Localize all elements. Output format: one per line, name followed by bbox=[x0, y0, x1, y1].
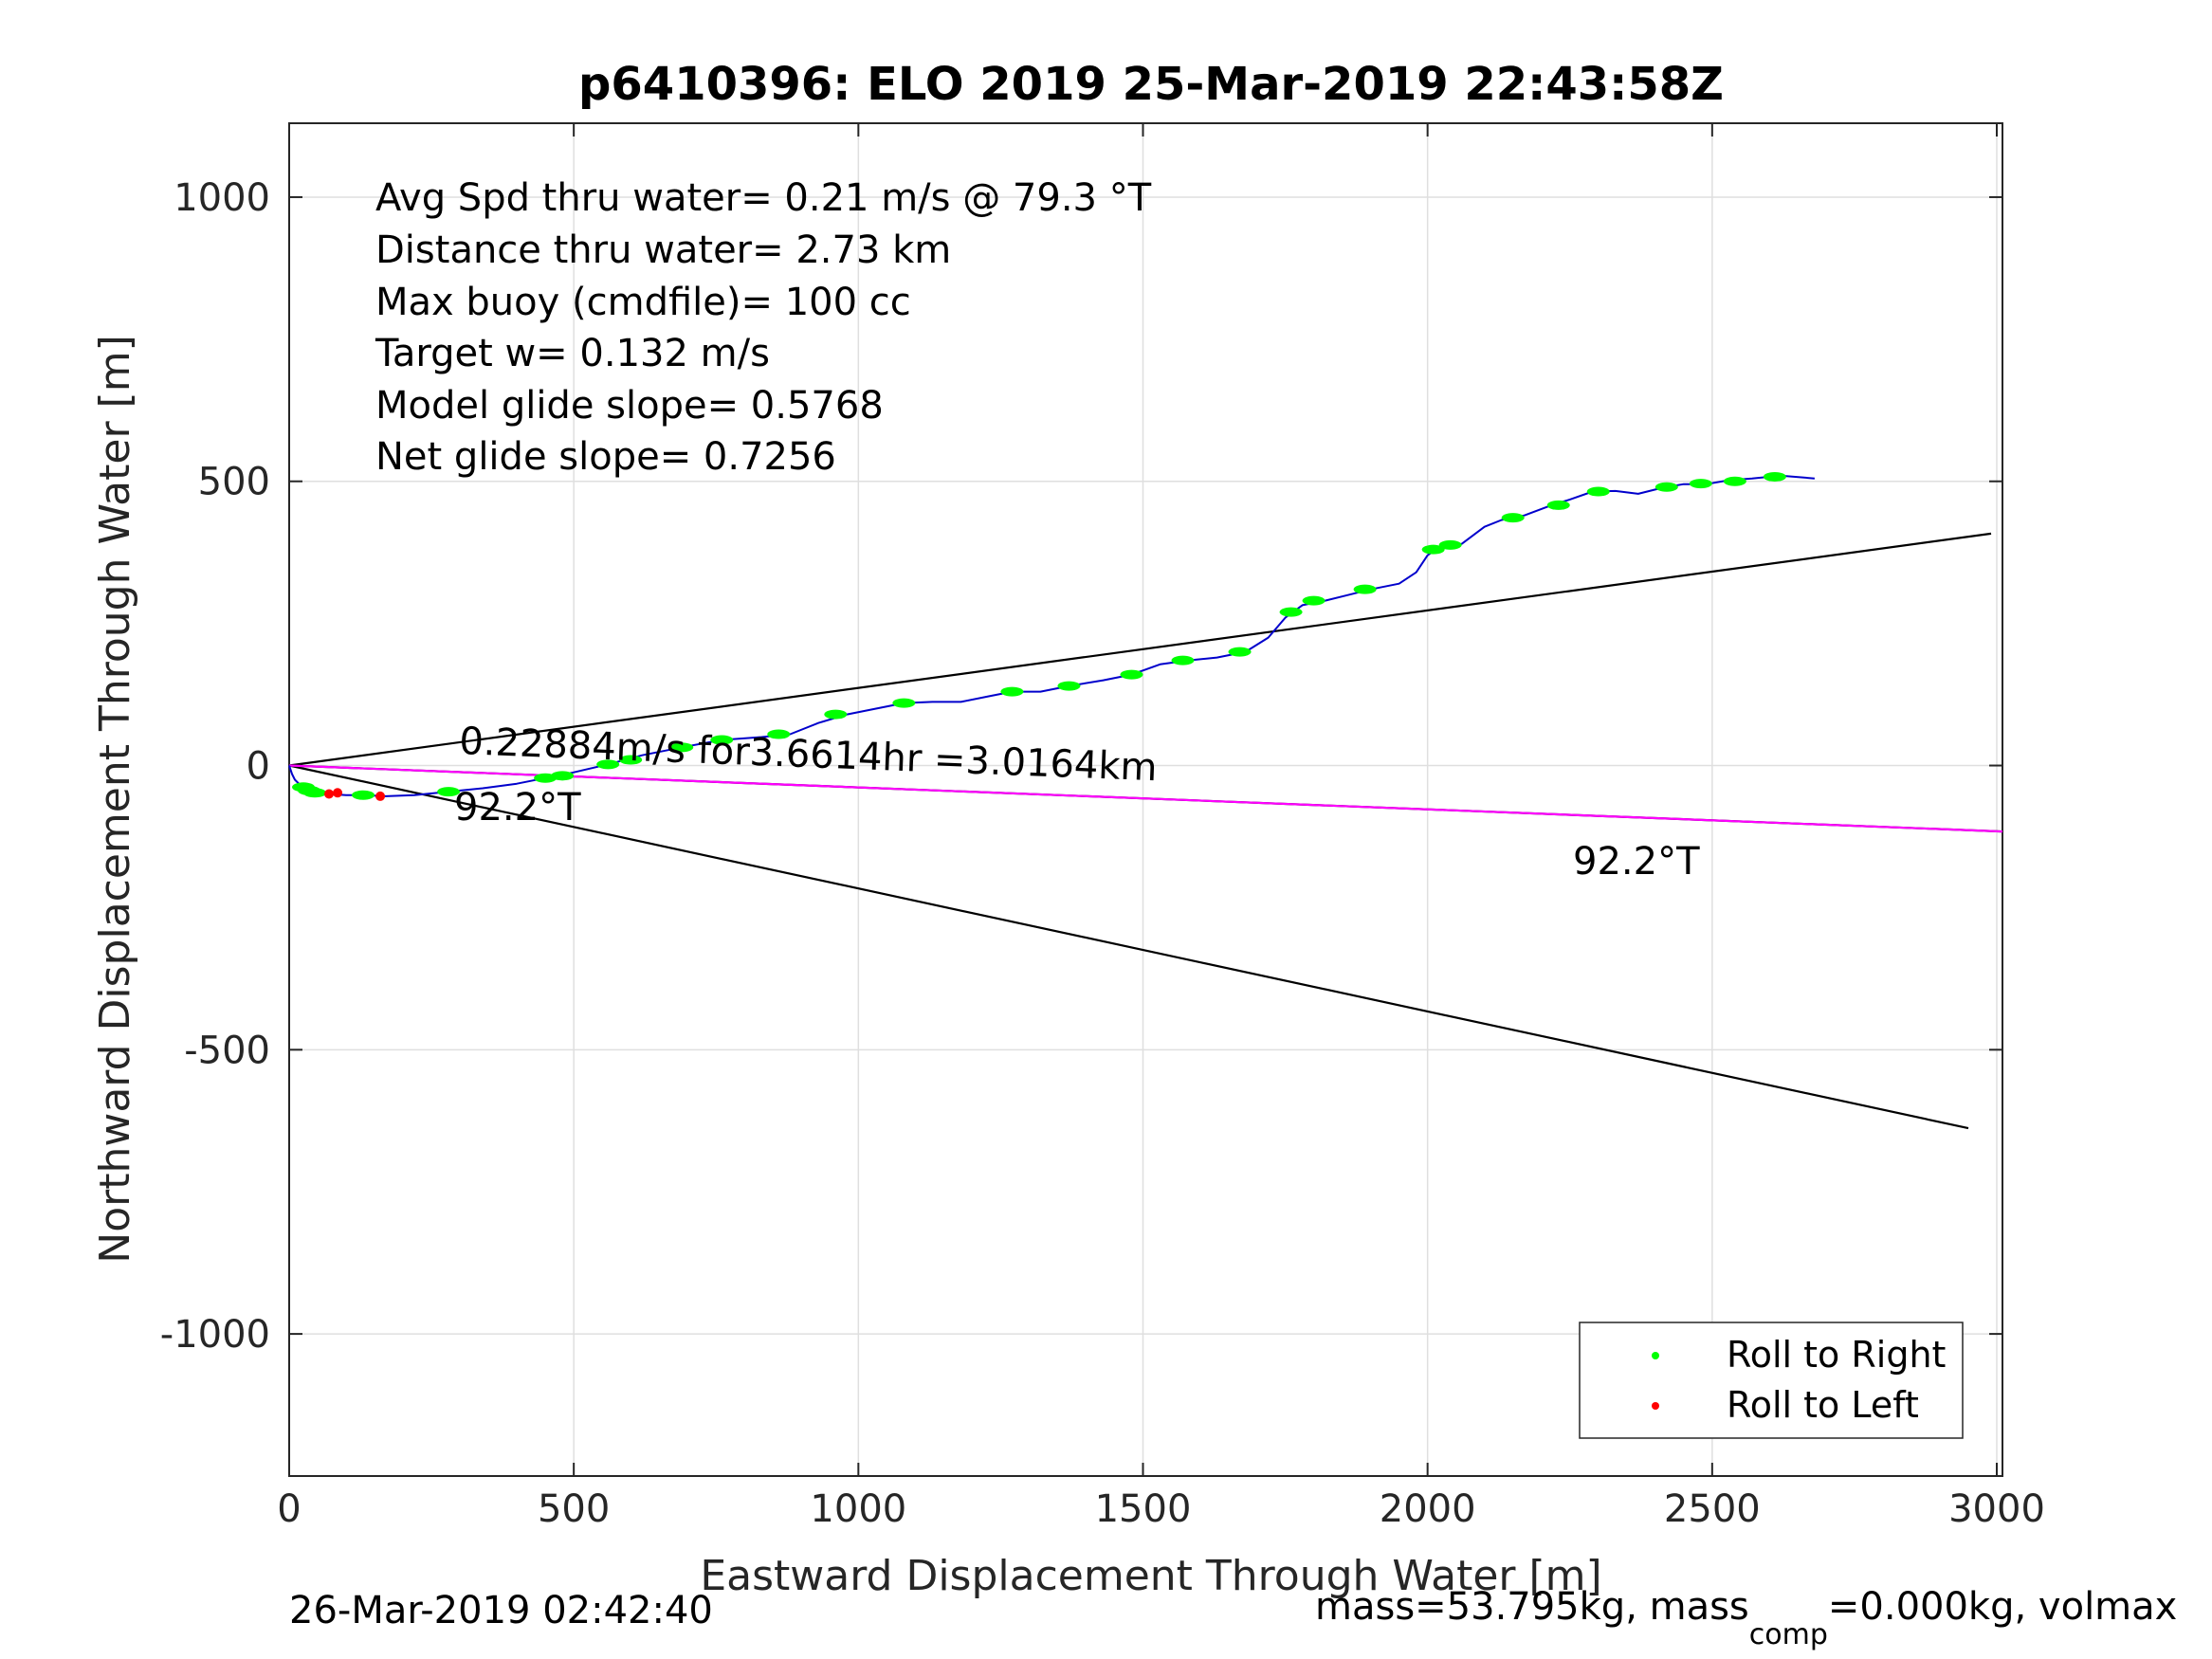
reference-lines bbox=[288, 532, 2003, 1130]
roll-right-point bbox=[1228, 647, 1252, 657]
roll-right-point bbox=[1501, 513, 1525, 523]
roll-left-point bbox=[333, 788, 343, 798]
roll-right-point bbox=[596, 759, 620, 770]
footer-mass-pre: mass=53.795kg, mass bbox=[1315, 1585, 1749, 1629]
roll-right-point bbox=[1120, 669, 1143, 680]
x-tick-label: 2500 bbox=[1664, 1487, 1761, 1531]
axis-ticks: 0 500 1000 1500 2000 2500 3000 -1000 -500 0 500 100… bbox=[160, 123, 2045, 1531]
x-tick-label: 1000 bbox=[810, 1487, 906, 1531]
x-tick-label: 500 bbox=[538, 1487, 610, 1531]
y-tick-label: 500 bbox=[198, 461, 270, 504]
points-layer bbox=[292, 471, 1786, 801]
chart-title: p6410396: ELO 2019 25-Mar-2019 22:43:58Z bbox=[578, 58, 1724, 111]
heading-annotation-far: 92.2°T bbox=[1573, 840, 1700, 884]
roll-right-point bbox=[767, 729, 791, 739]
roll-right-point bbox=[1421, 544, 1445, 555]
roll-right-point bbox=[303, 788, 327, 798]
stat-distance: Distance thru water= 2.73 km bbox=[375, 228, 951, 272]
footer-mass: mass=53.795kg, masscomp=0.000kg, volmax bbox=[1315, 1585, 2177, 1651]
x-tick-label: 3000 bbox=[1948, 1487, 2045, 1531]
roll-right-point bbox=[619, 755, 643, 765]
legend-marker-roll-left bbox=[1652, 1402, 1659, 1410]
roll-right-point bbox=[1000, 686, 1024, 697]
roll-right-point bbox=[1763, 471, 1786, 482]
roll-right-point bbox=[1689, 479, 1712, 489]
roll-right-point bbox=[352, 790, 375, 800]
roll-right-point bbox=[1171, 655, 1195, 665]
roll-right-point bbox=[437, 787, 461, 797]
roll-right-point bbox=[1279, 607, 1303, 617]
y-tick-label: -1000 bbox=[160, 1313, 270, 1357]
roll-right-point bbox=[1654, 482, 1678, 492]
stat-max-buoy: Max buoy (cmdfile)= 100 cc bbox=[375, 281, 911, 324]
roll-right-point bbox=[1353, 584, 1377, 594]
legend: Roll to Right Roll to Left bbox=[1579, 1322, 1964, 1439]
heading-line-overlay bbox=[288, 764, 2003, 833]
footer-date: 26-Mar-2019 02:42:40 bbox=[289, 1589, 713, 1632]
footer-mass-sub: comp bbox=[1749, 1618, 1828, 1651]
roll-right-point bbox=[670, 742, 694, 753]
roll-left-point bbox=[375, 791, 386, 801]
legend-marker-roll-right bbox=[1652, 1352, 1659, 1359]
roll-right-point bbox=[1546, 500, 1570, 510]
stat-model-glide: Model glide slope= 0.5768 bbox=[375, 384, 884, 428]
roll-right-point bbox=[534, 773, 558, 783]
stat-target-w: Target w= 0.132 m/s bbox=[375, 332, 770, 375]
stats-block: Avg Spd thru water= 0.21 m/s @ 79.3 °T D… bbox=[375, 176, 1152, 479]
roll-right-point bbox=[1438, 539, 1462, 550]
upper-bound bbox=[288, 532, 1992, 767]
y-tick-label: 1000 bbox=[174, 176, 270, 220]
roll-right-point bbox=[1586, 486, 1610, 497]
plot-area bbox=[288, 122, 2003, 1477]
roll-left-point bbox=[324, 789, 335, 799]
lower-bound bbox=[288, 764, 1969, 1130]
footer-mass-post: =0.000kg, volmax bbox=[1828, 1585, 2177, 1629]
roll-right-point bbox=[824, 709, 848, 720]
grid bbox=[288, 123, 2002, 1476]
roll-right-point bbox=[1057, 681, 1081, 691]
x-tick-label: 1500 bbox=[1095, 1487, 1192, 1531]
y-axis-label: Northward Displacement Through Water [m] bbox=[91, 335, 139, 1263]
stat-avg-speed: Avg Spd thru water= 0.21 m/s @ 79.3 °T bbox=[375, 176, 1152, 220]
x-axis-label: Eastward Displacement Through Water [m] bbox=[700, 1552, 1601, 1600]
x-tick-label: 0 bbox=[277, 1487, 301, 1531]
y-tick-label: -500 bbox=[184, 1029, 270, 1072]
x-tick-label: 2000 bbox=[1380, 1487, 1476, 1531]
roll-right-point bbox=[710, 735, 734, 745]
legend-box bbox=[1579, 1322, 1964, 1439]
legend-label-roll-right: Roll to Right bbox=[1727, 1334, 1946, 1376]
heading-annotation-near: 92.2°T bbox=[454, 786, 581, 830]
roll-right-point bbox=[551, 771, 575, 781]
roll-right-point bbox=[1723, 476, 1746, 486]
stat-net-glide: Net glide slope= 0.7256 bbox=[375, 435, 836, 479]
y-tick-label: 0 bbox=[247, 745, 270, 789]
legend-label-roll-left: Roll to Left bbox=[1727, 1384, 1919, 1426]
roll-right-point bbox=[892, 698, 916, 708]
roll-right-point bbox=[1302, 595, 1325, 606]
